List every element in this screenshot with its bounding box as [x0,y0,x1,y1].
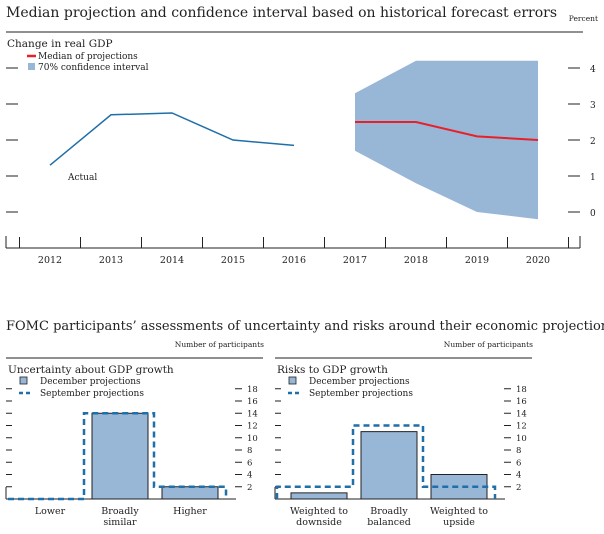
y-tick-label: 6 [247,458,252,468]
x-tick-label: 2013 [99,255,123,266]
y-tick-label: 12 [516,422,527,432]
x-tick-label: 2019 [465,255,489,266]
category-label: Higher [173,506,207,517]
unit-label: Percent [569,14,598,23]
legend-september-label: September projections [40,389,144,399]
series-line-median [355,121,539,141]
september-outline [8,412,228,501]
actual-annotation: Actual [67,173,97,183]
category-label: Broadly [101,506,139,517]
y-tick-label: 18 [516,385,527,395]
legend-band-swatch [28,63,35,70]
legend-december-swatch [288,376,297,385]
x-tick-label: 2018 [404,255,428,266]
y-tick-label: 4 [247,471,252,481]
y-tick-label: 18 [247,385,258,395]
category-label: upside [443,517,475,528]
category-label: downside [296,517,342,528]
category-label: Weighted to [290,506,348,517]
y-tick-label: 2 [590,137,596,147]
y-tick-label: 1 [590,173,596,183]
y-tick-label: 8 [516,446,521,456]
category-label: Weighted to [430,506,488,517]
y-tick-label: 16 [516,397,527,407]
category-label: balanced [367,517,411,528]
panel-title: Risks to GDP growth [277,364,388,376]
bar-december [360,431,418,500]
y-tick-label: 3 [590,101,596,111]
y-tick-label: 2 [247,483,252,493]
bar-december [161,486,219,500]
legend-median-label: Median of projections [38,52,138,62]
bar-december [290,492,348,500]
legend-band-label: 70% confidence interval [38,63,149,73]
legend-december-label: December projections [309,377,410,387]
unit-label: Number of participants [444,340,533,349]
category-label: Lower [35,506,66,517]
x-tick-label: 2015 [221,255,245,266]
x-tick-label: 2014 [160,255,184,266]
x-tick-label: 2017 [343,255,367,266]
bar-december [430,474,488,500]
september-outline [275,424,497,499]
y-tick-label: 4 [516,471,521,481]
legend-december-label: December projections [40,377,141,387]
panel-title: Uncertainty about GDP growth [8,364,174,376]
y-tick-label: 8 [247,446,252,456]
y-tick-label: 10 [247,434,258,444]
category-label: Broadly [370,506,408,517]
confidence-band [355,60,538,220]
y-tick-label: 0 [590,209,596,219]
y-tick-label: 10 [516,434,527,444]
legend-september-label: September projections [309,389,413,399]
y-tick-label: 12 [247,422,258,432]
unit-label: Number of participants [175,340,264,349]
y-tick-label: 14 [516,409,527,419]
y-tick-label: 2 [516,483,521,493]
x-tick-label: 2016 [282,255,306,266]
legend-december-swatch [19,376,28,385]
x-tick-label: 2020 [526,255,550,266]
section-title: FOMC participants’ assessments of uncert… [6,319,604,334]
chart-title: Median projection and confidence interva… [6,5,557,21]
y-tick-label: 14 [247,409,258,419]
y-tick-label: 6 [516,458,521,468]
category-label: similar [103,517,137,528]
y-tick-label: 4 [590,65,596,75]
bar-december [91,412,149,500]
subtitle: Change in real GDP [7,38,113,50]
x-tick-label: 2012 [38,255,62,266]
series-line-actual [49,112,295,166]
y-tick-label: 16 [247,397,258,407]
